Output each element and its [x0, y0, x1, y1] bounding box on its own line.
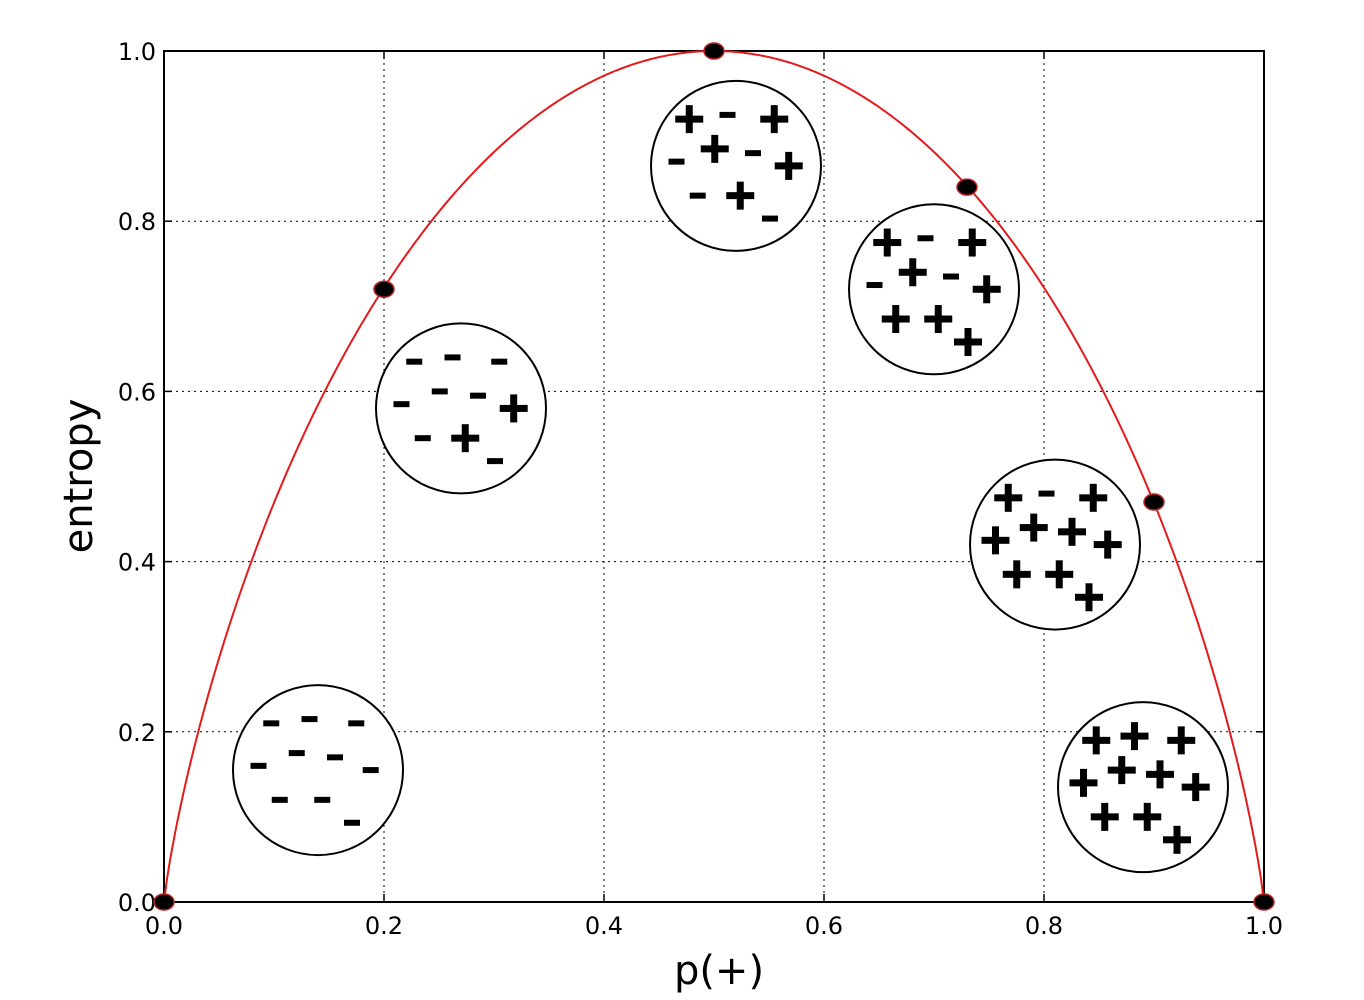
data-point-marker [1143, 493, 1165, 511]
minus-symbol [327, 754, 343, 761]
bubble-circle [1057, 701, 1229, 874]
bubble-circle [848, 203, 1020, 376]
plus-symbol-vertical [983, 275, 991, 304]
sample-bubble [969, 458, 1141, 631]
plus-symbol-vertical [685, 105, 693, 134]
y-tick-label: 0.0 [118, 889, 156, 917]
plus-symbol-vertical [1177, 726, 1185, 755]
data-point-marker [703, 42, 725, 60]
bubble-circle [969, 458, 1141, 631]
plus-symbol-vertical [1013, 560, 1021, 589]
plus-symbol-vertical [736, 181, 744, 210]
minus-symbol [414, 435, 431, 442]
x-tick-label: 1.0 [1245, 912, 1283, 940]
plus-symbol-vertical [1092, 726, 1100, 755]
sample-bubble [232, 684, 404, 857]
plus-symbol-vertical [883, 228, 891, 257]
plus-symbol-vertical [1143, 802, 1151, 831]
minus-symbol [487, 458, 503, 465]
plus-symbol-vertical [1068, 517, 1076, 546]
x-tick-label: 0.4 [585, 912, 623, 940]
minus-symbol [745, 150, 761, 157]
plus-symbol-vertical [909, 258, 917, 287]
y-tick-label: 0.6 [118, 378, 156, 406]
minus-symbol [762, 215, 778, 222]
minus-symbol [719, 111, 736, 118]
minus-symbol [344, 819, 360, 826]
minus-symbol [406, 358, 423, 365]
minus-symbol [314, 796, 331, 803]
minus-symbol [444, 354, 461, 361]
sample-bubble [650, 79, 822, 252]
plus-symbol-vertical [992, 526, 999, 555]
plus-symbol-vertical [770, 105, 778, 134]
data-points [153, 42, 1275, 911]
plus-symbol-vertical [785, 151, 793, 180]
minus-symbol [1038, 490, 1055, 497]
plus-symbol-vertical [510, 394, 518, 423]
plus-symbol-vertical [964, 327, 972, 356]
x-tick-label: 0.0 [145, 912, 183, 940]
plus-symbol-vertical [934, 305, 942, 334]
x-tick-label: 0.2 [365, 912, 403, 940]
minus-symbol [348, 720, 365, 727]
minus-symbol [917, 235, 934, 242]
x-tick-label: 0.8 [1025, 912, 1063, 940]
sample-bubble [848, 203, 1020, 376]
y-tick-label: 0.2 [118, 719, 156, 747]
plus-symbol-vertical [461, 424, 469, 453]
plus-symbol-vertical [1101, 802, 1109, 831]
y-tick-label: 1.0 [118, 38, 156, 66]
minus-symbol [668, 158, 685, 165]
plus-symbol-vertical [1131, 722, 1138, 751]
plus-symbol-vertical [1055, 560, 1063, 589]
y-axis-label: entropy [56, 399, 102, 554]
data-point-marker [1253, 893, 1275, 911]
x-tick-label: 0.6 [805, 912, 843, 940]
tick-labels: 0.0 0.2 0.4 0.6 0.8 1.0 0.0 0.2 0.4 0.6 0.8 1.0 [118, 38, 1283, 940]
bubble-circle [375, 322, 547, 495]
x-axis-label: p(+) [674, 948, 764, 994]
plus-symbol-vertical [1104, 530, 1112, 559]
y-tick-label: 0.4 [118, 549, 156, 577]
minus-symbol [431, 388, 448, 395]
plus-symbol-vertical [1173, 825, 1181, 854]
plus-symbol-vertical [892, 305, 900, 334]
plus-symbol-vertical [1156, 760, 1164, 789]
plus-symbol-vertical [968, 228, 976, 257]
minus-symbol [866, 282, 883, 289]
minus-symbol [362, 767, 379, 774]
data-point-marker [153, 893, 175, 911]
minus-symbol [393, 401, 410, 408]
plus-symbol-vertical [1080, 768, 1087, 797]
sample-bubble [1057, 701, 1229, 874]
sample-bubbles [232, 79, 1229, 874]
plus-symbol-vertical [1192, 773, 1200, 802]
plus-symbol-vertical [1085, 583, 1093, 612]
sample-bubble [375, 322, 547, 495]
minus-symbol [263, 720, 280, 727]
data-point-marker [956, 178, 978, 196]
plus-symbol-vertical [1089, 483, 1097, 512]
data-point-marker [373, 280, 395, 299]
minus-symbol [301, 716, 318, 723]
plus-symbol-vertical [711, 134, 719, 163]
bubble-circle [650, 79, 822, 252]
plus-symbol-vertical [1004, 483, 1012, 512]
minus-symbol [491, 358, 508, 365]
minus-symbol [271, 796, 288, 803]
y-tick-label: 0.8 [118, 208, 156, 236]
minus-symbol [288, 750, 305, 757]
bubble-circle [232, 684, 404, 857]
minus-symbol [689, 192, 706, 199]
minus-symbol [250, 762, 267, 769]
plus-symbol-vertical [1030, 513, 1038, 542]
minus-symbol [943, 273, 959, 280]
plus-symbol-vertical [1118, 756, 1126, 785]
minus-symbol [470, 392, 486, 399]
